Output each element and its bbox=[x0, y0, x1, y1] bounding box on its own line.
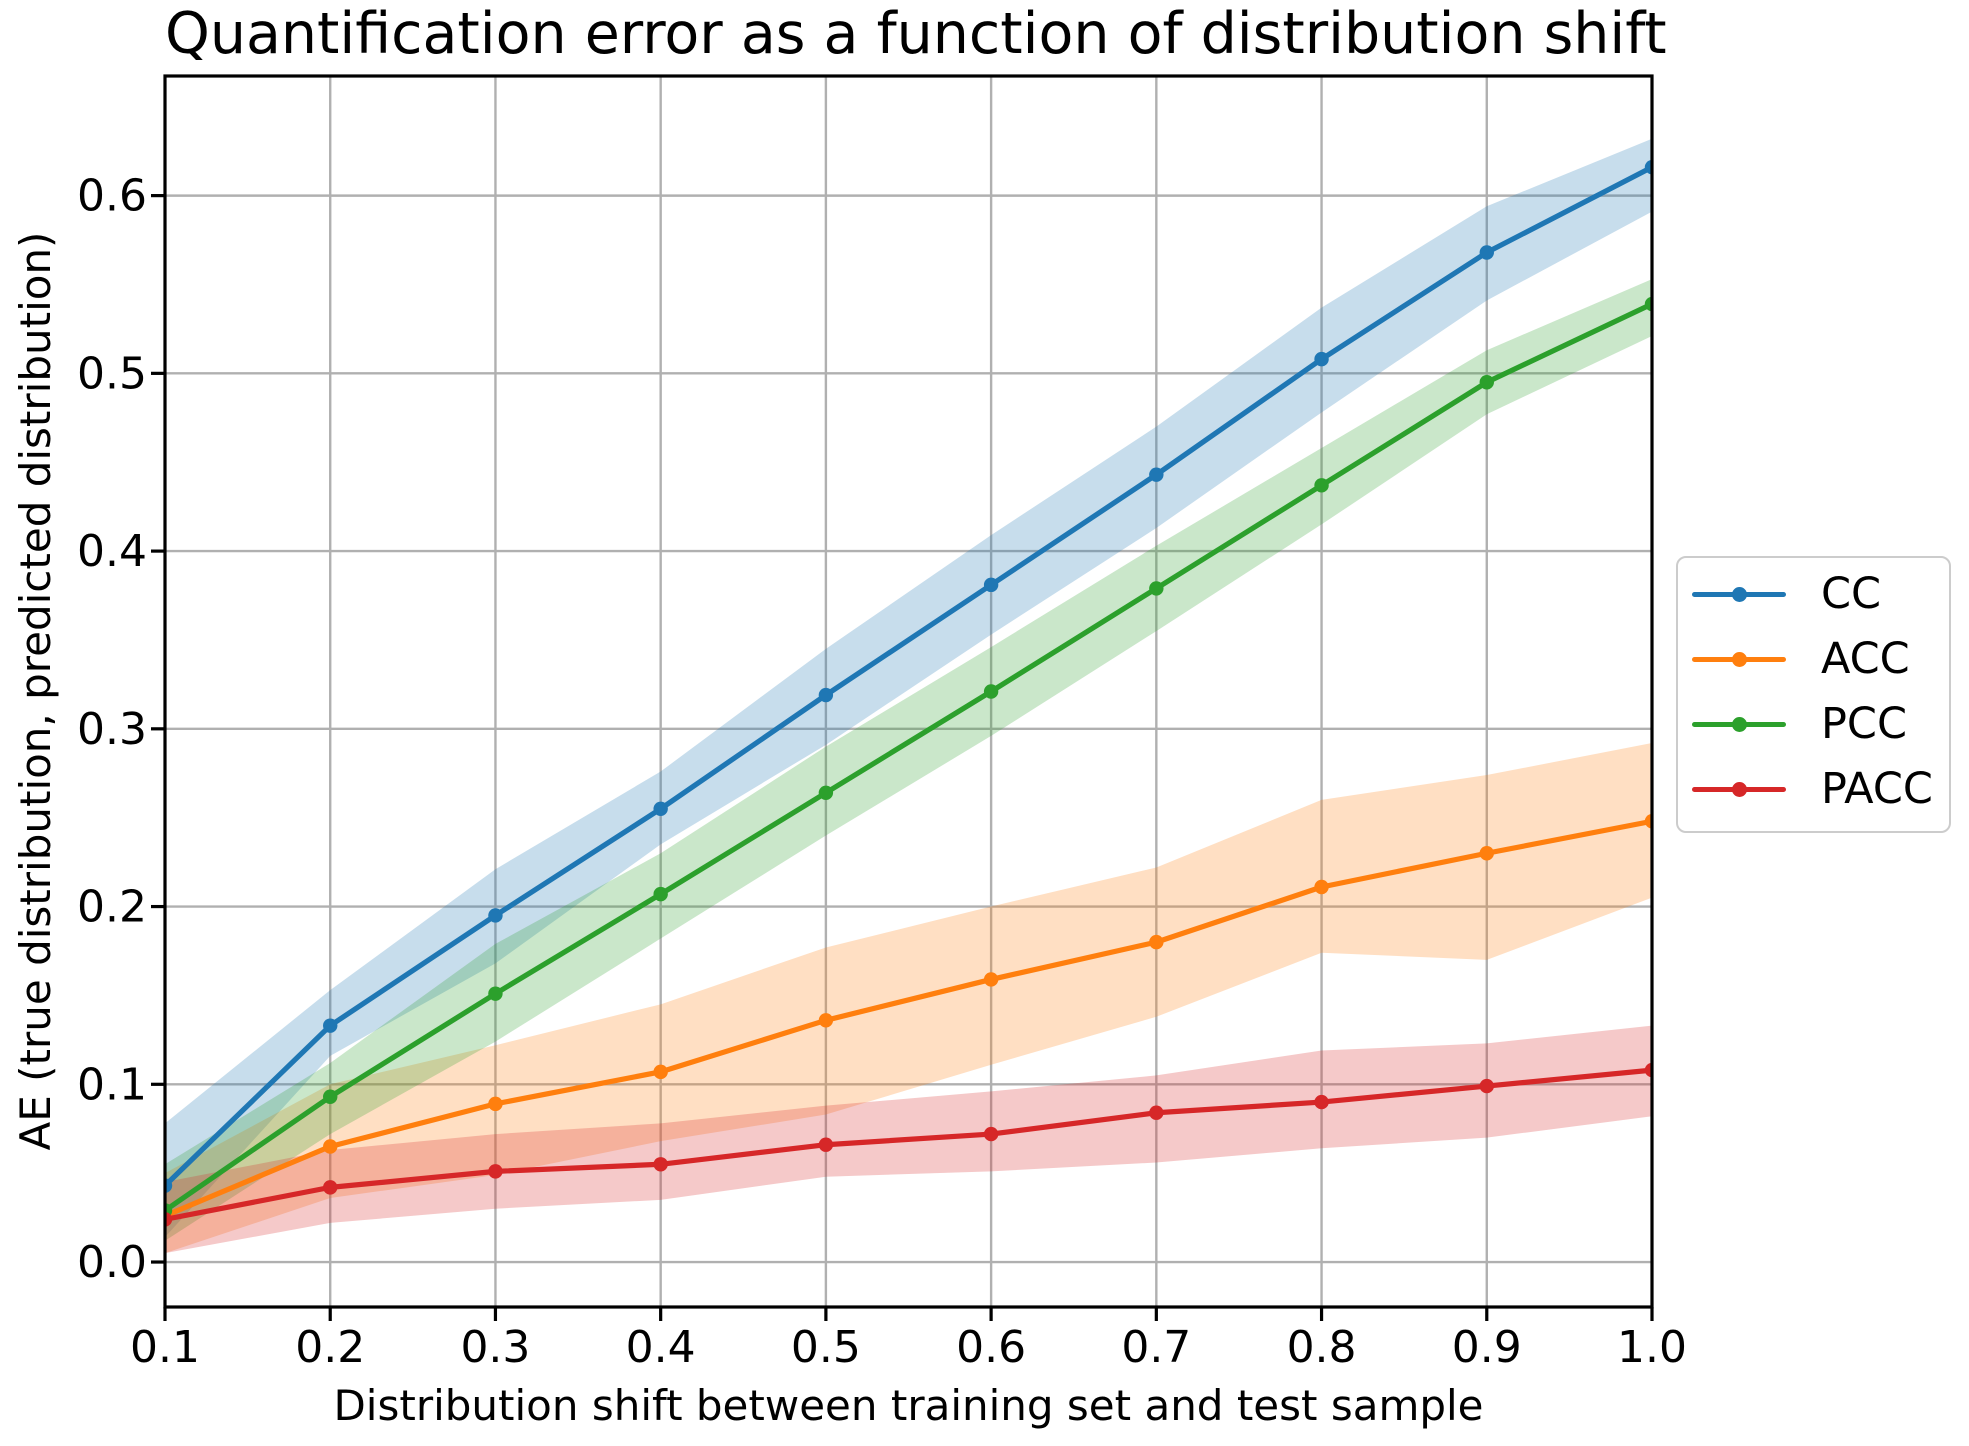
plot-frame bbox=[163, 74, 1654, 1309]
pacc-marker-icon bbox=[1731, 782, 1747, 797]
cc-marker-icon bbox=[1731, 587, 1747, 602]
x-tick-label: 0.3 bbox=[460, 1322, 530, 1373]
legend: CC ACC PCC PACC bbox=[1676, 556, 1951, 833]
legend-entry-cc: CC bbox=[1678, 562, 1949, 627]
y-tick-label: 0.5 bbox=[77, 348, 147, 399]
series-pcc bbox=[165, 296, 1652, 1218]
legend-label: PACC bbox=[1821, 764, 1933, 814]
legend-entry-acc: ACC bbox=[1678, 627, 1949, 692]
band-pcc bbox=[165, 279, 1652, 1241]
band-cc bbox=[165, 138, 1652, 1238]
y-tick-label: 0.0 bbox=[77, 1237, 147, 1288]
x-tick-label: 0.2 bbox=[295, 1322, 365, 1373]
y-tick-label: 0.4 bbox=[77, 526, 147, 577]
confidence-bands bbox=[165, 138, 1652, 1254]
series-pacc bbox=[165, 1062, 1652, 1227]
x-tick-label: 0.8 bbox=[1287, 1322, 1357, 1373]
x-axis-label: Distribution shift between training set … bbox=[333, 1381, 1484, 1430]
legend-label: CC bbox=[1821, 569, 1882, 619]
pcc-marker-icon bbox=[1731, 717, 1747, 732]
legend-label: PCC bbox=[1821, 699, 1907, 749]
x-tick-label: 0.7 bbox=[1121, 1322, 1191, 1373]
pacc-line-sample bbox=[1692, 782, 1786, 798]
y-tick-label: 0.6 bbox=[77, 171, 147, 222]
y-tick-label: 0.2 bbox=[77, 882, 147, 933]
cc-line-sample bbox=[1692, 587, 1786, 603]
tick-labels: 0.1 0.2 0.3 0.4 0.5 0.6 0.7 0.8 0.9 1.0 0.0 0.1 0.2 0… bbox=[77, 171, 1687, 1373]
acc-line-sample bbox=[1692, 652, 1786, 668]
legend-entry-pcc: PCC bbox=[1678, 692, 1949, 757]
pcc-line-sample bbox=[1692, 717, 1786, 733]
x-tick-label: 0.5 bbox=[791, 1322, 861, 1373]
x-tick-label: 0.9 bbox=[1452, 1322, 1522, 1373]
y-tick-label: 0.3 bbox=[77, 704, 147, 755]
x-tick-label: 0.6 bbox=[956, 1322, 1026, 1373]
x-tick-label: 0.4 bbox=[626, 1322, 696, 1373]
series-lines bbox=[165, 159, 1652, 1227]
x-tick-label: 1.0 bbox=[1617, 1322, 1687, 1373]
legend-entry-pacc: PACC bbox=[1678, 757, 1949, 822]
chart-title: Quantification error as a function of di… bbox=[165, 1, 1667, 67]
series-cc bbox=[165, 159, 1652, 1193]
y-axis-label: AE (true distribution, predicted distrib… bbox=[11, 231, 60, 1151]
x-tick-label: 0.1 bbox=[130, 1322, 200, 1373]
axis-ticks bbox=[151, 194, 1654, 1321]
legend-label: ACC bbox=[1821, 634, 1910, 684]
y-tick-label: 0.1 bbox=[77, 1059, 147, 1110]
acc-marker-icon bbox=[1731, 652, 1747, 667]
